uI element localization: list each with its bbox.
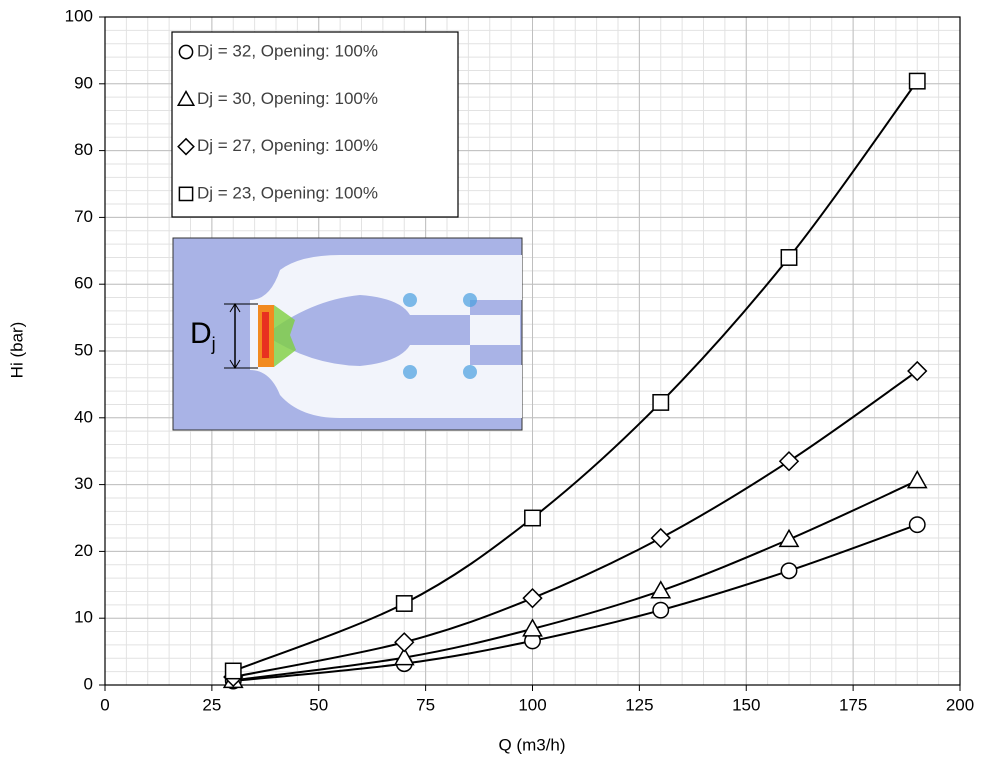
y-tick-label: 80 xyxy=(74,140,93,159)
x-tick-label: 50 xyxy=(309,695,328,714)
marker xyxy=(397,596,412,611)
marker xyxy=(653,395,668,410)
chart: 0 25 50 75 100 125 150 175 200 0 10 20 30 40 50 60 70 80 9… xyxy=(0,0,982,762)
marker xyxy=(908,471,926,487)
legend-marker xyxy=(179,187,192,200)
page: {"chart_data": {"type": "line", "xlabel"… xyxy=(0,0,982,762)
marker xyxy=(781,563,796,578)
y-axis-title: Hi (bar) xyxy=(7,322,26,379)
y-tick-label: 10 xyxy=(74,608,93,627)
inset-label-main: D xyxy=(190,317,212,350)
marker xyxy=(653,602,668,617)
inset-image: Dj xyxy=(173,238,522,430)
x-tick-label: 0 xyxy=(100,695,109,714)
inset-label-sub: j xyxy=(211,334,216,354)
marker xyxy=(781,250,796,265)
legend: Dj = 32, Opening: 100% Dj = 30, Opening: … xyxy=(172,32,458,217)
y-tick-label: 60 xyxy=(74,274,93,293)
x-tick-label: 150 xyxy=(732,695,760,714)
marker xyxy=(652,529,670,547)
marker xyxy=(652,582,670,598)
x-tick-label: 75 xyxy=(416,695,435,714)
y-tick-label: 70 xyxy=(74,207,93,226)
marker xyxy=(910,517,925,532)
y-tick-label: 100 xyxy=(65,6,93,25)
y-tick-label: 40 xyxy=(74,407,93,426)
legend-label: Dj = 32, Opening: 100% xyxy=(197,41,378,60)
marker xyxy=(226,663,241,678)
legend-label: Dj = 30, Opening: 100% xyxy=(197,89,378,108)
x-tick-label: 125 xyxy=(625,695,653,714)
marker xyxy=(525,510,540,525)
marker xyxy=(395,633,413,651)
legend-marker xyxy=(179,45,192,58)
x-tick-label: 100 xyxy=(518,695,546,714)
y-tick-label: 20 xyxy=(74,541,93,560)
marker xyxy=(780,452,798,470)
y-tick-label: 30 xyxy=(74,474,93,493)
y-tick-label: 0 xyxy=(84,674,93,693)
x-axis-title: Q (m3/h) xyxy=(498,735,565,754)
x-tick-label: 175 xyxy=(839,695,867,714)
marker xyxy=(910,73,925,88)
legend-label: Dj = 23, Opening: 100% xyxy=(197,183,378,202)
x-tick-label: 25 xyxy=(202,695,221,714)
y-tick-label: 50 xyxy=(74,340,93,359)
y-tick-label: 90 xyxy=(74,73,93,92)
legend-label: Dj = 27, Opening: 100% xyxy=(197,136,378,155)
jet-core xyxy=(262,312,269,358)
x-tick-label: 200 xyxy=(946,695,974,714)
